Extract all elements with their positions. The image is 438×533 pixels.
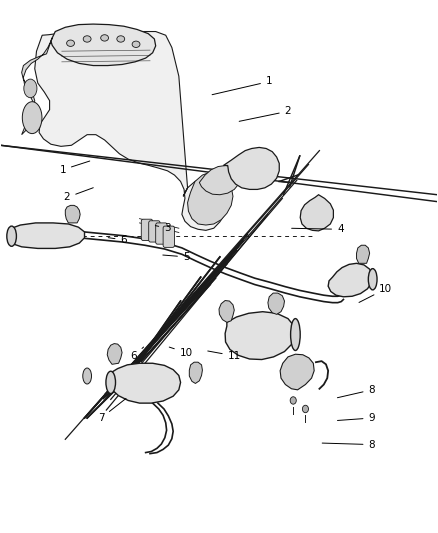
- FancyBboxPatch shape: [155, 223, 167, 244]
- Ellipse shape: [101, 35, 109, 41]
- Polygon shape: [219, 301, 234, 322]
- Polygon shape: [199, 165, 240, 195]
- Text: 9: 9: [337, 413, 375, 423]
- Polygon shape: [65, 205, 80, 223]
- Text: 10: 10: [169, 347, 193, 358]
- Ellipse shape: [7, 226, 16, 246]
- Text: 2: 2: [239, 106, 291, 122]
- Text: 1: 1: [212, 77, 272, 95]
- Polygon shape: [300, 195, 333, 231]
- Text: 6: 6: [131, 347, 144, 361]
- Polygon shape: [187, 172, 233, 225]
- Ellipse shape: [83, 36, 91, 42]
- Polygon shape: [357, 245, 370, 263]
- Text: 6: 6: [108, 235, 127, 245]
- Polygon shape: [107, 344, 122, 365]
- Polygon shape: [9, 223, 85, 248]
- Polygon shape: [223, 148, 279, 189]
- Ellipse shape: [83, 368, 92, 384]
- Polygon shape: [51, 24, 155, 66]
- Text: 5: 5: [163, 252, 190, 262]
- Ellipse shape: [67, 40, 74, 46]
- Polygon shape: [225, 312, 295, 360]
- Polygon shape: [189, 362, 202, 383]
- Ellipse shape: [117, 36, 125, 42]
- Text: 8: 8: [337, 385, 375, 398]
- Text: 4: 4: [292, 224, 344, 235]
- FancyBboxPatch shape: [141, 219, 152, 240]
- Ellipse shape: [106, 371, 116, 393]
- Polygon shape: [268, 293, 285, 314]
- Text: 10: 10: [359, 284, 392, 302]
- Text: 11: 11: [208, 351, 241, 361]
- Text: 1: 1: [60, 161, 90, 175]
- Ellipse shape: [24, 79, 37, 98]
- Polygon shape: [109, 364, 180, 403]
- Text: 8: 8: [322, 440, 375, 450]
- Polygon shape: [21, 38, 52, 135]
- Text: 7: 7: [98, 399, 126, 423]
- Ellipse shape: [368, 269, 377, 290]
- Polygon shape: [328, 263, 373, 297]
- Text: 3: 3: [155, 223, 171, 233]
- Ellipse shape: [132, 41, 140, 47]
- FancyBboxPatch shape: [149, 221, 160, 242]
- FancyBboxPatch shape: [163, 226, 174, 247]
- Polygon shape: [35, 31, 227, 230]
- Ellipse shape: [290, 319, 300, 351]
- Ellipse shape: [290, 397, 296, 404]
- Polygon shape: [280, 354, 314, 390]
- Text: 2: 2: [64, 188, 93, 203]
- Ellipse shape: [22, 102, 42, 134]
- Ellipse shape: [302, 405, 308, 413]
